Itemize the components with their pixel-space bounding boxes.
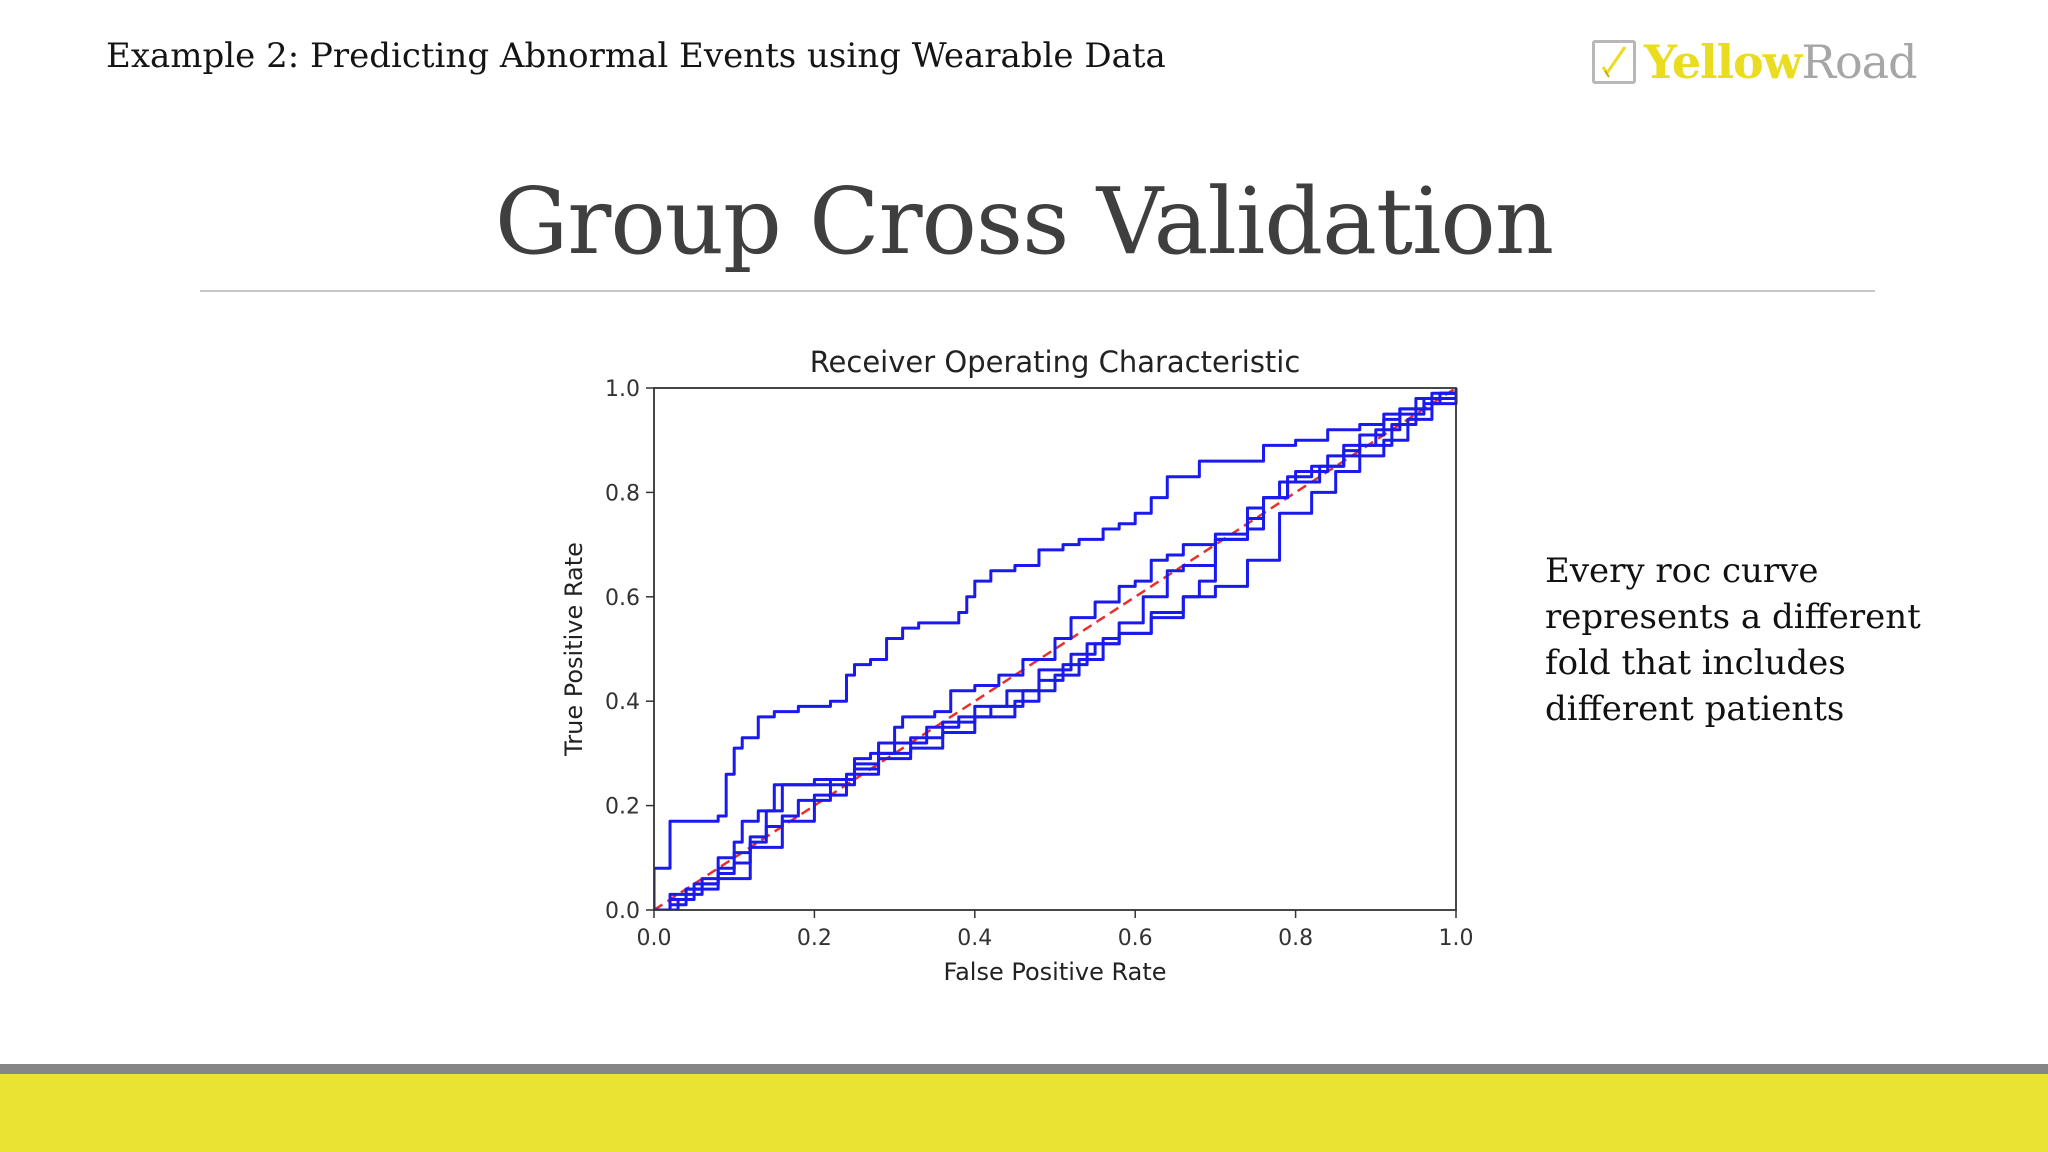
slide-title: Group Cross Validation [494, 168, 1554, 275]
x-tick-label: 0.2 [797, 926, 832, 951]
x-axis-label: False Positive Rate [943, 958, 1166, 986]
y-tick-label: 0.8 [605, 481, 640, 506]
logo-text-road: Road [1801, 35, 1917, 89]
plot-frame [653, 387, 1457, 911]
x-tick-label: 0.8 [1278, 926, 1313, 951]
y-tick-label: 0.4 [605, 690, 640, 715]
title-divider [200, 290, 1875, 292]
roc-chart: Receiver Operating Characteristic False P… [560, 345, 1474, 986]
roc-curve-3 [654, 388, 1458, 910]
y-tick-label: 1.0 [605, 377, 640, 402]
y-tick-label: 0.6 [605, 586, 640, 611]
x-tick-label: 0.4 [957, 926, 992, 951]
footer-band-yellow [0, 1074, 2048, 1152]
roc-curve-5 [654, 388, 1458, 910]
y-tick-label: 0.2 [605, 795, 640, 820]
y-axis-label: True Positive Rate [560, 542, 588, 757]
pencil-check-icon [1592, 40, 1636, 84]
y-tick-label: 0.0 [605, 899, 640, 924]
x-tick-label: 0.6 [1118, 926, 1153, 951]
x-tick-label: 0.0 [637, 926, 672, 951]
x-tick-label: 1.0 [1439, 926, 1474, 951]
roc-curve-4 [654, 388, 1458, 910]
header-title: Example 2: Predicting Abnormal Events us… [106, 36, 1166, 76]
chart-title: Receiver Operating Characteristic [810, 345, 1301, 379]
roc-curve-1 [654, 388, 1458, 910]
side-note: Every roc curve represents a different f… [1545, 551, 1921, 729]
yellowroad-logo: YellowRoad [1592, 34, 1918, 90]
footer-band-gray [0, 1064, 2048, 1074]
logo-text-yellow: Yellow [1644, 35, 1802, 89]
